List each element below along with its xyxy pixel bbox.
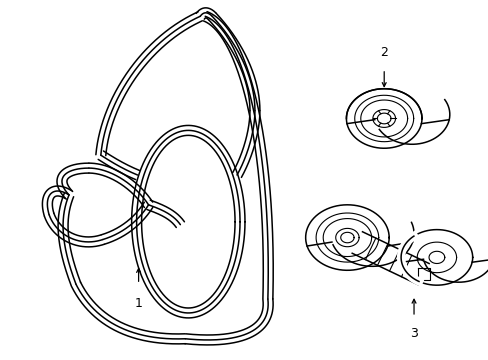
Text: 2: 2 bbox=[380, 46, 387, 59]
Text: 3: 3 bbox=[409, 327, 417, 340]
Text: 1: 1 bbox=[134, 297, 142, 310]
